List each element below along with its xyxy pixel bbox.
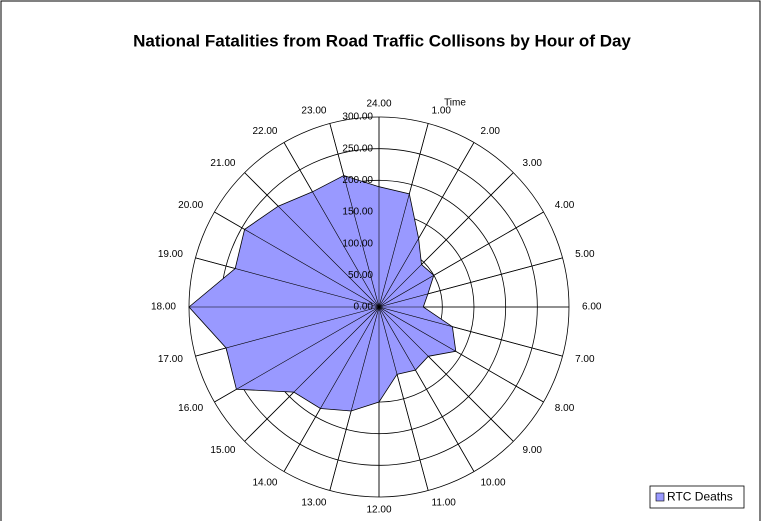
spoke-overlay xyxy=(214,306,380,403)
spoke-overlay xyxy=(378,306,544,403)
category-label: 13.00 xyxy=(301,498,326,509)
r-tick-label: 250.00 xyxy=(342,143,373,154)
category-label: 20.00 xyxy=(178,200,203,211)
category-label: 4.00 xyxy=(555,200,575,211)
spoke-overlay xyxy=(283,306,380,472)
category-label: 16.00 xyxy=(178,403,203,414)
spoke-overlay xyxy=(378,257,563,308)
legend-box xyxy=(649,485,745,509)
legend-label: RTC Deaths xyxy=(667,490,733,504)
category-label: 21.00 xyxy=(210,158,235,169)
spoke-overlay xyxy=(244,306,380,442)
axis-label: Time xyxy=(444,98,466,109)
spoke-overlay xyxy=(329,306,380,491)
spoke-overlay xyxy=(244,172,380,308)
category-label: 1.00 xyxy=(432,106,452,117)
spoke-overlay xyxy=(378,142,475,308)
category-label: 10.00 xyxy=(481,477,506,488)
spoke-overlay xyxy=(378,306,475,472)
spoke-overlay xyxy=(378,306,514,442)
category-label: 17.00 xyxy=(158,354,183,365)
spoke-overlay xyxy=(195,257,380,308)
category-label: 15.00 xyxy=(210,445,235,456)
category-label: 7.00 xyxy=(575,354,595,365)
category-label: 11.00 xyxy=(432,498,457,509)
r-tick-label: 150.00 xyxy=(342,207,373,218)
r-tick-label: 300.00 xyxy=(342,112,373,123)
category-label: 19.00 xyxy=(158,249,183,260)
r-tick-label: 0.00 xyxy=(354,302,374,313)
category-label: 3.00 xyxy=(523,158,543,169)
spoke-overlay xyxy=(378,172,514,308)
category-label: 6.00 xyxy=(582,302,602,313)
spoke-overlay xyxy=(283,142,380,308)
category-label: 8.00 xyxy=(555,403,575,414)
r-tick-label: 200.00 xyxy=(342,175,373,186)
spoke-overlay xyxy=(378,306,429,491)
spoke-overlay xyxy=(214,211,380,308)
category-label: 18.00 xyxy=(151,302,176,313)
spoke-overlay xyxy=(378,211,544,308)
spoke-overlay xyxy=(378,123,429,308)
category-label: 5.00 xyxy=(575,249,595,260)
category-label: 22.00 xyxy=(252,126,277,137)
legend-swatch xyxy=(655,492,665,502)
category-label: 9.00 xyxy=(523,445,543,456)
category-label: 12.00 xyxy=(366,505,391,516)
category-label: 2.00 xyxy=(481,126,501,137)
r-tick-label: 50.00 xyxy=(348,270,373,281)
category-label: 14.00 xyxy=(252,477,277,488)
spoke-overlay xyxy=(329,123,380,308)
category-label: 24.00 xyxy=(366,99,391,110)
r-tick-label: 100.00 xyxy=(342,238,373,249)
category-label: 23.00 xyxy=(301,106,326,117)
spoke-overlay xyxy=(378,306,563,357)
chart-title: National Fatalities from Road Traffic Co… xyxy=(133,31,631,50)
spoke-overlay xyxy=(195,306,380,357)
